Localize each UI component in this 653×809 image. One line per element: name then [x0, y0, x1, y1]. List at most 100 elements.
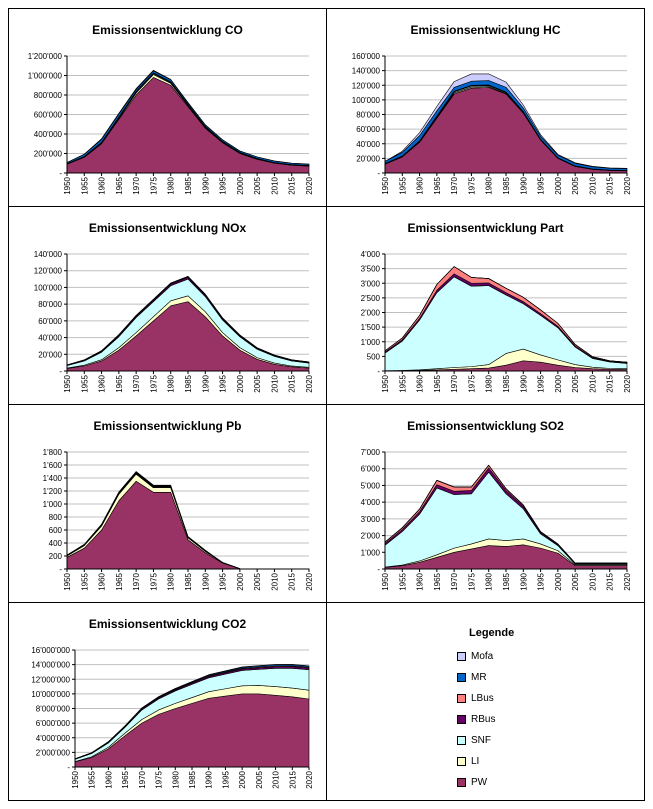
x-tick-label: 2015	[606, 176, 615, 194]
area-series-mofa	[74, 664, 310, 760]
y-tick-label: -	[377, 565, 380, 574]
x-tick-label: 1960	[416, 374, 425, 392]
x-tick-label: 2005	[255, 770, 264, 788]
x-tick-label: 2010	[272, 770, 281, 788]
x-tick-label: 1990	[519, 374, 528, 392]
y-tick-label: 500	[367, 352, 381, 361]
y-tick-label: 140'000	[352, 67, 381, 76]
y-tick-label: 8'000'000	[36, 705, 71, 714]
chart-panel-so2: Emissionsentwicklung SO2 - 1'000 2'000 3'000…	[326, 404, 645, 603]
area-series-mofa	[66, 276, 310, 366]
y-tick-label: 2'000	[361, 309, 381, 318]
y-tick-label: 5'000	[361, 481, 381, 490]
y-tick-label: 800	[49, 513, 63, 522]
y-tick-label: 1'000	[43, 500, 63, 509]
x-tick-label: 1990	[201, 176, 210, 194]
y-tick-label: 1'600	[43, 461, 63, 470]
chart-svg: - 20'000 40'000 60'000 80'000 100'000 120'000 1…	[352, 52, 632, 195]
y-tick-label: 3'000	[361, 515, 381, 524]
y-tick-label: 2'000'000	[36, 748, 71, 757]
x-tick-label: 1980	[485, 374, 494, 392]
y-tick-label: 120'000	[352, 81, 381, 90]
y-tick-label: 14'000'000	[31, 661, 70, 670]
x-tick-label: 1960	[104, 770, 113, 788]
x-tick-label: 1970	[450, 374, 459, 392]
area-series-mofa	[384, 73, 628, 169]
x-tick-label: 1955	[398, 176, 407, 194]
x-tick-label: 2000	[554, 374, 563, 392]
x-tick-label: 2010	[588, 374, 597, 392]
legend-label: LBus	[471, 693, 494, 704]
x-tick-label: 2010	[270, 176, 279, 194]
x-tick-label: 2000	[238, 770, 247, 788]
x-tick-label: 1970	[450, 176, 459, 194]
area-series-mofa	[384, 464, 628, 564]
x-tick-label: 2015	[288, 374, 297, 392]
chart-panel-co: Emissionsentwicklung CO - 200'000 400'000 60…	[8, 8, 327, 207]
chart-svg: - 1'000 2'000 3'000 4'000 5'000 6'000 7'000 1950…	[361, 448, 632, 591]
x-tick-label: 2000	[236, 572, 245, 590]
y-tick-label: 40'000	[356, 140, 380, 149]
chart-svg: - 200 400 600 800 1'000 1'200 1'400 1'600 1'800 19…	[43, 448, 314, 591]
chart-panel-co2: Emissionsentwicklung CO2 - 2'000'000 4'000'…	[8, 602, 327, 801]
y-tick-label: 600	[49, 526, 63, 535]
x-tick-label: 2000	[554, 176, 563, 194]
y-tick-label: 60'000	[356, 125, 380, 134]
chart-svg: - 500 1'000 1'500 2'000 2'500 3'000 3'500 4'000 1…	[361, 250, 632, 393]
x-tick-label: 1985	[502, 572, 511, 590]
x-tick-label: 1980	[485, 572, 494, 590]
x-tick-label: 2020	[623, 374, 632, 392]
y-tick-label: 160'000	[352, 52, 381, 61]
x-tick-label: 1990	[519, 572, 528, 590]
y-tick-label: 1'800	[43, 448, 63, 457]
x-tick-label: 2005	[253, 374, 262, 392]
y-tick-label: 7'000	[361, 448, 381, 457]
y-tick-label: 1'000	[361, 338, 381, 347]
y-tick-label: 100'000	[352, 96, 381, 105]
y-tick-label: 20'000	[38, 350, 62, 359]
x-tick-label: 1985	[502, 374, 511, 392]
y-tick-label: 800'000	[34, 91, 63, 100]
legend-title: Legende	[469, 627, 515, 639]
x-tick-label: 1955	[88, 770, 97, 788]
x-tick-label: 1965	[121, 770, 130, 788]
y-tick-label: 1'000'000	[28, 72, 63, 81]
chart-panel-hc: Emissionsentwicklung HC - 20'000 40'000 60'0…	[326, 8, 645, 207]
x-tick-label: 2020	[305, 770, 314, 788]
x-tick-label: 1975	[149, 176, 158, 194]
x-tick-label: 1995	[221, 770, 230, 788]
y-tick-label: 200'000	[34, 150, 63, 159]
x-tick-label: 1965	[115, 572, 124, 590]
y-tick-label: 40'000	[38, 334, 62, 343]
area-series-pw	[66, 77, 310, 174]
x-tick-label: 2015	[606, 374, 615, 392]
y-tick-label: 1'400	[43, 474, 63, 483]
x-tick-label: 1970	[132, 374, 141, 392]
chart-title: Emissionsentwicklung CO	[92, 23, 243, 37]
x-tick-label: 1995	[219, 374, 228, 392]
x-tick-label: 1950	[71, 770, 80, 788]
x-tick-label: 1990	[201, 572, 210, 590]
x-tick-label: 1995	[219, 572, 228, 590]
x-tick-label: 1975	[149, 374, 158, 392]
legend-swatch	[457, 694, 466, 703]
x-tick-label: 1950	[381, 572, 390, 590]
x-tick-label: 1970	[132, 176, 141, 194]
x-tick-label: 1950	[381, 176, 390, 194]
x-tick-label: 1995	[219, 176, 228, 194]
x-tick-label: 1950	[63, 374, 72, 392]
y-tick-label: -	[59, 565, 62, 574]
x-tick-label: 2010	[270, 374, 279, 392]
x-tick-label: 1975	[155, 770, 164, 788]
y-tick-label: -	[59, 367, 62, 376]
legend-label: LI	[471, 756, 480, 767]
x-tick-label: 1970	[132, 572, 141, 590]
chart-panel-pb: Emissionsentwicklung Pb - 200 400 600 800 1'00…	[8, 404, 327, 603]
x-tick-label: 1955	[398, 572, 407, 590]
x-tick-label: 2010	[270, 572, 279, 590]
chart-svg: - 200'000 400'000 600'000 800'000 1'000'000 1'…	[28, 52, 314, 195]
x-tick-label: 2005	[571, 176, 580, 194]
legend-panel: Legende Mofa MR LBus RBus SNF LI PW	[326, 602, 645, 801]
y-tick-label: 3'500	[361, 265, 381, 274]
x-tick-label: 1965	[433, 374, 442, 392]
